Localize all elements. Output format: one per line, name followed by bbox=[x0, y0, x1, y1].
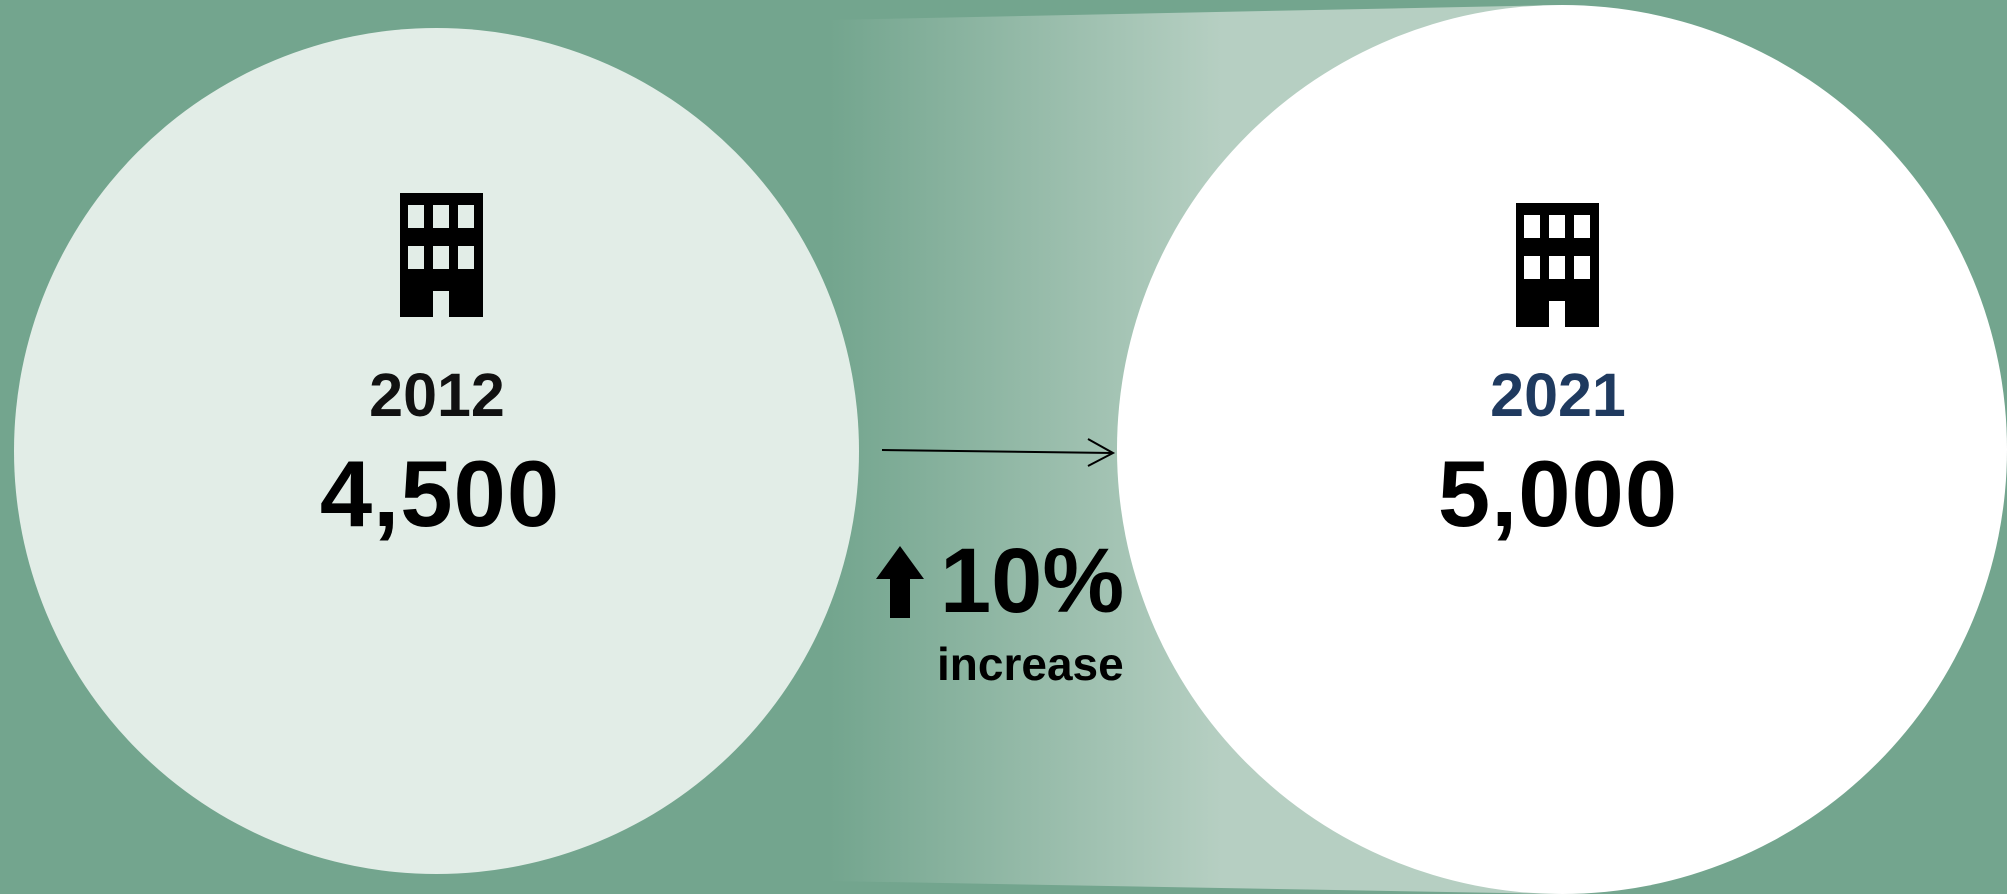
year-2012-circle bbox=[14, 28, 859, 874]
up-arrow-icon bbox=[876, 546, 924, 618]
year-2021-circle bbox=[1117, 5, 2007, 894]
right-arrow-icon bbox=[881, 438, 1116, 467]
year-2012-label: 2012 bbox=[369, 361, 505, 429]
percent-change: 10% bbox=[940, 530, 1125, 632]
building-icon bbox=[1516, 203, 1599, 327]
increase-label: increase bbox=[937, 638, 1124, 690]
year-2021-label: 2021 bbox=[1490, 361, 1626, 429]
value-2021: 5,000 bbox=[1437, 441, 1679, 546]
value-2012: 4,500 bbox=[319, 441, 561, 546]
building-icon bbox=[400, 193, 483, 317]
